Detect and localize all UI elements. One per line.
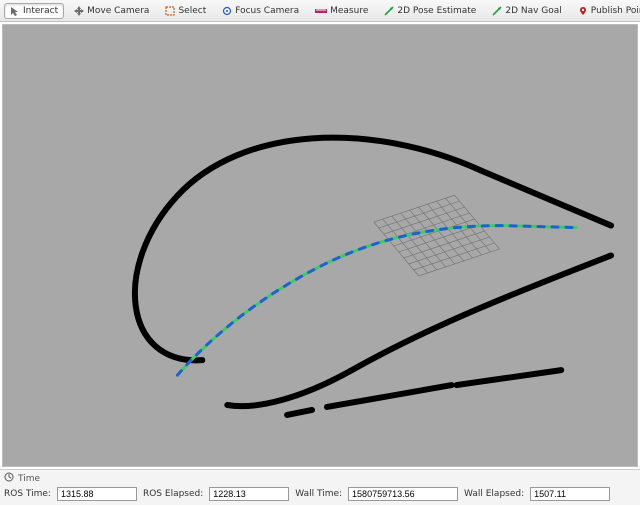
measure-icon bbox=[315, 7, 327, 15]
wall-time-field[interactable] bbox=[348, 487, 458, 501]
pose-estimate-icon bbox=[384, 6, 394, 16]
publish-point-icon bbox=[578, 6, 588, 16]
nav-goal-icon bbox=[492, 6, 502, 16]
nav-goal-button[interactable]: 2D Nav Goal bbox=[486, 3, 567, 19]
select-label: Select bbox=[178, 6, 206, 16]
ros-elapsed-field[interactable] bbox=[209, 487, 289, 501]
move-camera-button[interactable]: Move Camera bbox=[68, 3, 155, 19]
publish-point-button[interactable]: Publish Point bbox=[572, 3, 640, 19]
measure-button[interactable]: Measure bbox=[309, 3, 374, 19]
time-panel: Time ROS Time: ROS Elapsed: Wall Time: W… bbox=[0, 469, 640, 505]
ros-time-field[interactable] bbox=[57, 487, 137, 501]
time-panel-header[interactable]: Time bbox=[4, 472, 636, 485]
interact-icon bbox=[10, 6, 20, 16]
move-camera-label: Move Camera bbox=[87, 6, 149, 16]
move-camera-icon bbox=[74, 6, 84, 16]
pose-estimate-button[interactable]: 2D Pose Estimate bbox=[378, 3, 482, 19]
ros-elapsed-label: ROS Elapsed: bbox=[143, 489, 203, 499]
time-row: ROS Time: ROS Elapsed: Wall Time: Wall E… bbox=[4, 487, 636, 501]
viewport-3d[interactable] bbox=[2, 24, 638, 467]
wall-elapsed-label: Wall Elapsed: bbox=[464, 489, 524, 499]
focus-camera-icon bbox=[222, 6, 232, 16]
publish-point-label: Publish Point bbox=[591, 6, 640, 16]
focus-camera-button[interactable]: Focus Camera bbox=[216, 3, 305, 19]
ros-time-label: ROS Time: bbox=[4, 489, 51, 499]
clock-icon bbox=[4, 472, 14, 485]
focus-camera-label: Focus Camera bbox=[235, 6, 299, 16]
measure-label: Measure bbox=[330, 6, 368, 16]
select-button[interactable]: Select bbox=[159, 3, 212, 19]
pose-estimate-label: 2D Pose Estimate bbox=[397, 6, 476, 16]
nav-goal-label: 2D Nav Goal bbox=[505, 6, 561, 16]
wall-elapsed-field[interactable] bbox=[530, 487, 610, 501]
scene-svg bbox=[3, 25, 637, 466]
interact-button[interactable]: Interact bbox=[4, 3, 64, 19]
toolbar: Interact Move Camera Select Focus Camera… bbox=[0, 0, 640, 22]
time-panel-title: Time bbox=[18, 474, 40, 484]
interact-label: Interact bbox=[23, 6, 58, 16]
select-icon bbox=[165, 6, 175, 16]
wall-time-label: Wall Time: bbox=[295, 489, 342, 499]
